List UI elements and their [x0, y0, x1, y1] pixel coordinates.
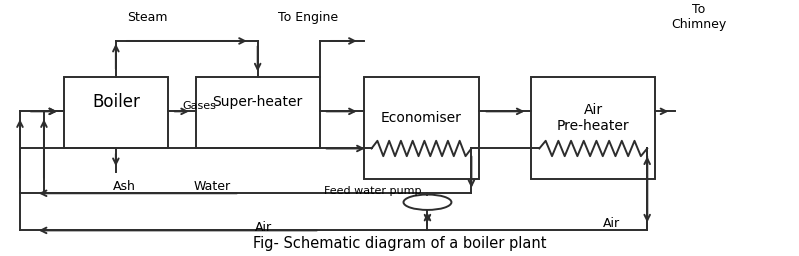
Text: Steam: Steam: [128, 11, 168, 24]
Text: Fig- Schematic diagram of a boiler plant: Fig- Schematic diagram of a boiler plant: [252, 236, 547, 251]
Text: Economiser: Economiser: [381, 111, 462, 125]
FancyBboxPatch shape: [531, 77, 655, 179]
Text: To
Chimney: To Chimney: [671, 3, 727, 31]
Text: Air
Pre-heater: Air Pre-heater: [557, 103, 630, 133]
Text: Air: Air: [602, 217, 620, 230]
Text: To Engine: To Engine: [277, 11, 338, 24]
FancyBboxPatch shape: [64, 77, 168, 148]
FancyBboxPatch shape: [196, 77, 320, 148]
Text: Boiler: Boiler: [92, 93, 140, 111]
Text: Ash: Ash: [113, 180, 135, 194]
Text: Water: Water: [193, 180, 230, 193]
Text: Super-heater: Super-heater: [213, 95, 303, 109]
Text: Air: Air: [255, 221, 272, 234]
FancyBboxPatch shape: [364, 77, 479, 179]
Text: Feed water pump: Feed water pump: [324, 186, 421, 196]
Text: Gases: Gases: [182, 101, 216, 111]
